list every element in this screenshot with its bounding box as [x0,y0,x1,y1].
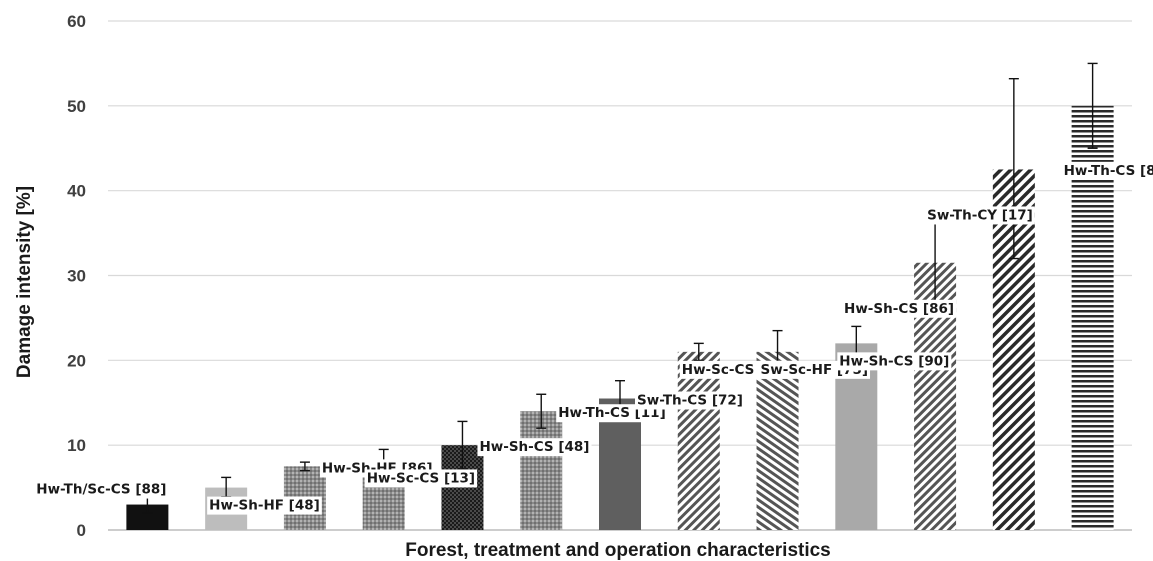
bar-label-bg-5 [477,438,592,457]
bar-labels: Hw-Th/Sc-CS [88]Hw-Sh-HF [48]Hw-Sh-HF [8… [34,161,1153,515]
y-tick-label-60: 60 [67,12,86,31]
bar-label-bg-7 [635,391,745,410]
bar-8 [677,351,720,530]
bar-label-bg-1 [34,480,169,499]
bar-label-13: Hw-Th-CS [89] [1064,163,1153,179]
bar-label-bg-2 [207,496,322,515]
bar-label-11: Hw-Sh-CS [86] [844,301,954,317]
y-tick-label-0: 0 [77,521,86,540]
y-tick-label-40: 40 [67,182,86,201]
bar-6 [520,411,563,530]
bar-label-bg-12 [925,206,1035,225]
bar-label-bg-4 [364,469,478,488]
error-bars [142,62,1098,514]
y-tick-label-30: 30 [67,267,86,286]
y-tick-label-20: 20 [67,351,86,370]
y-tick-label-10: 10 [67,436,86,455]
bar-label-12: Sw-Th-CY [17] [927,207,1033,223]
bar-label-bg-13 [1061,161,1153,180]
bar-label-bg-10 [837,352,952,371]
bar-label-4: Hw-Sc-CS [13] [367,470,475,486]
x-axis-title: Forest, treatment and operation characte… [405,540,831,561]
bar-label-5: Hw-Sh-CS [48] [479,439,589,455]
bar-label-10: Hw-Sh-CS [90] [839,353,949,369]
y-axis-title: Damage intensity [%] [14,186,35,378]
bar-label-7: Sw-Th-CS [72] [637,393,743,409]
y-tick-label-50: 50 [67,97,86,116]
bar-label-2: Hw-Sh-HF [48] [209,498,320,514]
bar-label-bg-11 [842,299,957,318]
bar-9 [756,351,799,530]
y-axis-tick-labels: 0 10 20 30 40 50 60 [67,12,86,540]
bars [126,105,1114,531]
gridlines [108,20,1132,531]
bar-label-1: Hw-Th/Sc-CS [88] [36,482,166,498]
